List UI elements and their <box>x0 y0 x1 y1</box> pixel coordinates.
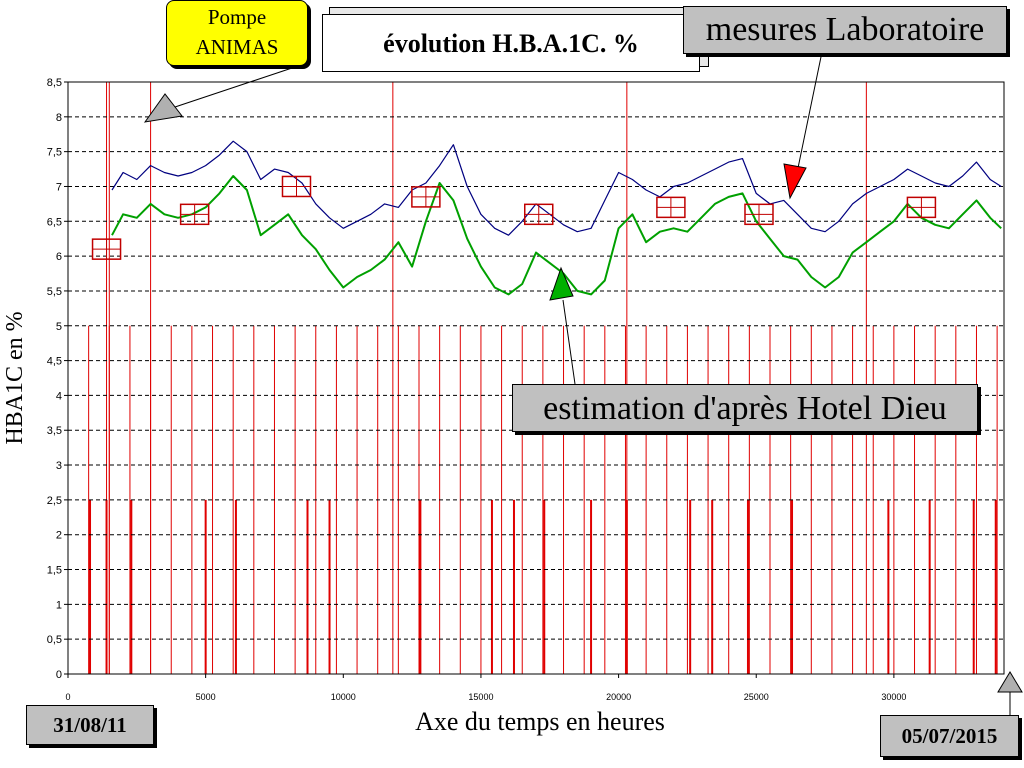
y-tick-label-0: 0 <box>56 669 62 681</box>
series-line-1 <box>111 175 1002 296</box>
x-tick-label-1: 5000 <box>196 692 216 702</box>
end-arrow-head <box>997 671 1023 693</box>
estim-arrow-head <box>549 266 574 301</box>
y-tick-label-1: 0,5 <box>47 634 62 646</box>
y-tick-label-2: 1 <box>56 599 62 611</box>
y-tick-label-16: 8 <box>56 112 62 124</box>
y-tick-label-4: 2 <box>56 530 62 542</box>
x-tick-label-0: 0 <box>65 692 70 702</box>
callout-arrows <box>143 51 1023 716</box>
y-tick-label-7: 3,5 <box>47 425 62 437</box>
estim-arrow-line <box>562 299 576 385</box>
y-tick-label-5: 2,5 <box>47 495 62 507</box>
y-tick-label-9: 4,5 <box>47 356 62 368</box>
pompe-animas-callout: Pompe ANIMAS <box>166 0 308 66</box>
x-tick-label-5: 25000 <box>744 692 769 702</box>
y-tick-label-15: 7,5 <box>47 147 62 159</box>
end-date-badge: 05/07/2015 <box>880 715 1019 757</box>
x-tick-label-6: 30000 <box>881 692 906 702</box>
labo-arrow-line <box>797 51 823 169</box>
labo-arrow-head <box>783 163 807 200</box>
start-date-badge: 31/08/11 <box>26 705 154 745</box>
x-tick-label-2: 10000 <box>331 692 356 702</box>
x-axis-label: Axe du temps en heures <box>415 707 665 736</box>
y-tick-label-11: 5,5 <box>47 286 62 298</box>
event-lines <box>67 82 998 674</box>
y-axis-label: HBA1C en % <box>2 311 28 445</box>
plot-frame <box>67 81 1005 675</box>
estimation-callout: estimation d'après Hotel Dieu <box>512 384 978 432</box>
labo-callout: mesures Laboratoire <box>683 6 1007 54</box>
y-tick-label-13: 6,5 <box>47 216 62 228</box>
y-axis: 0 0,5 1 1,5 2 2,5 3 3,5 4 4,5 5 5,5 6 6,5 7 7,5 8 8,5 <box>47 77 68 681</box>
x-tick-label-3: 15000 <box>468 692 493 702</box>
pompe-arrow-head <box>143 93 183 123</box>
series-line-0 <box>111 140 1002 236</box>
y-tick-label-12: 6 <box>56 251 62 263</box>
y-tick-label-10: 5 <box>56 321 62 333</box>
x-tick-label-4: 20000 <box>606 692 631 702</box>
y-tick-label-14: 7 <box>56 181 62 193</box>
chart-title: évolution H.B.A.1C. % <box>322 14 700 72</box>
pompe-line-1: Pompe <box>207 5 267 29</box>
lab-measurements <box>91 175 937 260</box>
y-tick-label-8: 4 <box>56 390 62 402</box>
pompe-line-2: ANIMAS <box>195 35 279 59</box>
pompe-arrow-line <box>171 61 311 109</box>
series-group <box>111 140 1002 296</box>
y-tick-label-6: 3 <box>56 460 62 472</box>
y-tick-label-3: 1,5 <box>47 565 62 577</box>
x-axis: 0 5000 10000 15000 20000 25000 30000 <box>65 674 906 702</box>
y-tick-label-17: 8,5 <box>47 77 62 89</box>
